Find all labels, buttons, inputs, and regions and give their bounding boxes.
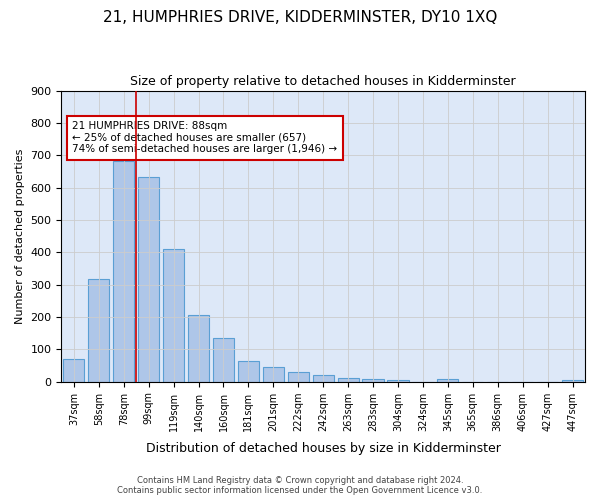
Bar xyxy=(63,359,85,382)
Bar xyxy=(88,279,109,382)
Title: Size of property relative to detached houses in Kidderminster: Size of property relative to detached ho… xyxy=(130,75,516,88)
Text: Contains HM Land Registry data © Crown copyright and database right 2024.
Contai: Contains HM Land Registry data © Crown c… xyxy=(118,476,482,495)
Bar xyxy=(238,360,259,382)
Bar xyxy=(362,379,383,382)
Text: 21 HUMPHRIES DRIVE: 88sqm
← 25% of detached houses are smaller (657)
74% of semi: 21 HUMPHRIES DRIVE: 88sqm ← 25% of detac… xyxy=(73,121,338,154)
Bar xyxy=(338,378,359,382)
Y-axis label: Number of detached properties: Number of detached properties xyxy=(15,148,25,324)
Bar xyxy=(188,314,209,382)
Bar xyxy=(113,161,134,382)
Bar xyxy=(163,249,184,382)
Bar xyxy=(263,367,284,382)
X-axis label: Distribution of detached houses by size in Kidderminster: Distribution of detached houses by size … xyxy=(146,442,500,455)
Bar xyxy=(287,372,309,382)
Bar xyxy=(437,380,458,382)
Bar xyxy=(388,380,409,382)
Text: 21, HUMPHRIES DRIVE, KIDDERMINSTER, DY10 1XQ: 21, HUMPHRIES DRIVE, KIDDERMINSTER, DY10… xyxy=(103,10,497,25)
Bar xyxy=(138,177,159,382)
Bar xyxy=(213,338,234,382)
Bar xyxy=(562,380,583,382)
Bar xyxy=(313,375,334,382)
